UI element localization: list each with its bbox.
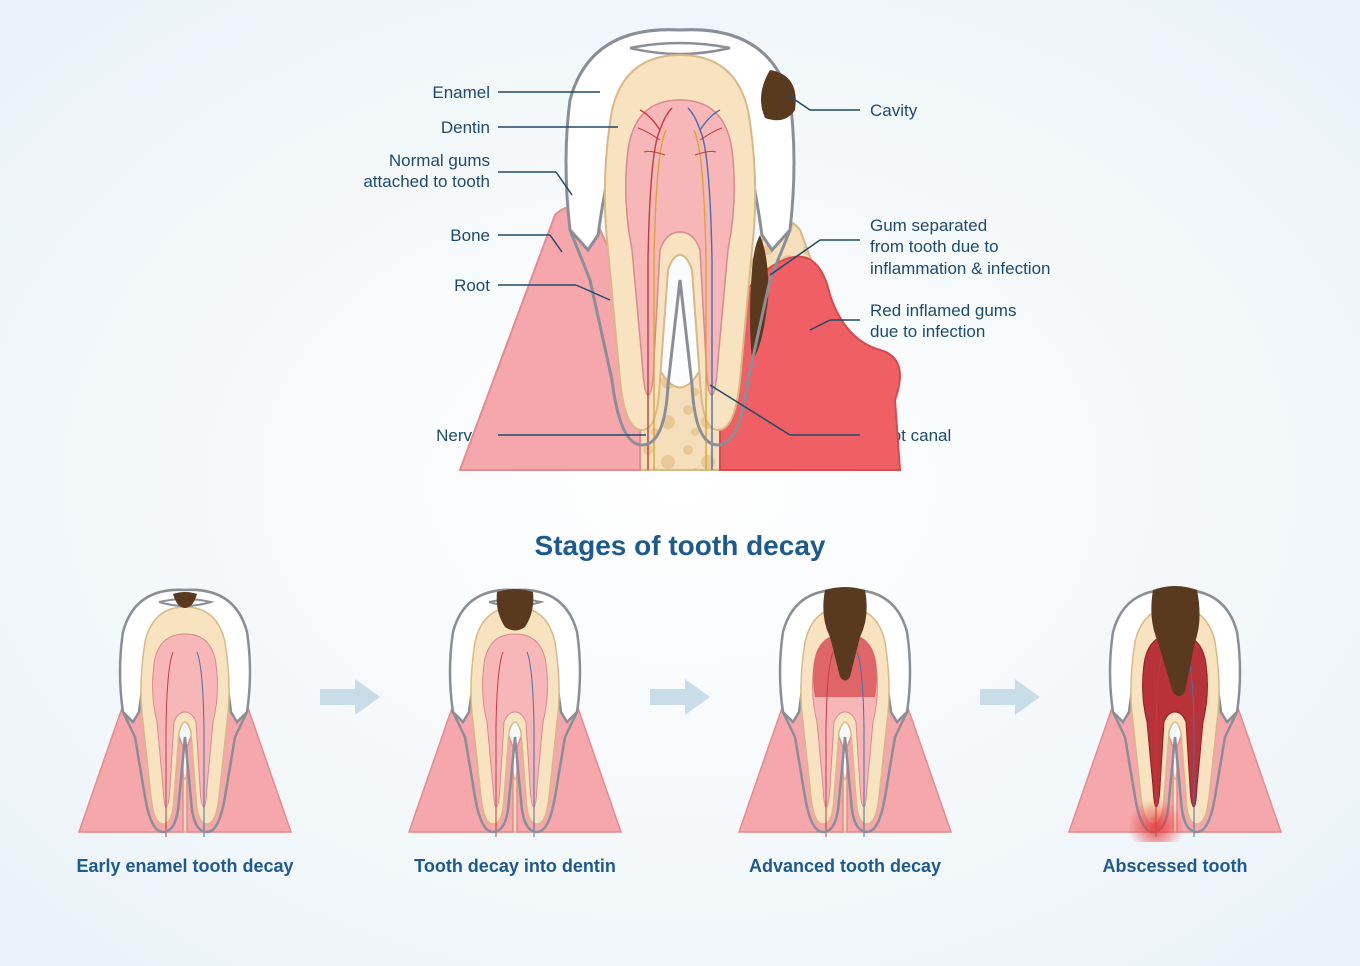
section-title: Stages of tooth decay [0, 530, 1360, 562]
cavity-spot [761, 70, 796, 120]
stage2-label: Tooth decay into dentin [414, 856, 616, 877]
stage2-svg [395, 572, 635, 842]
arrow-icon [650, 677, 710, 717]
stage3-label: Advanced tooth decay [749, 856, 941, 877]
stage-3: Advanced tooth decay [710, 572, 980, 877]
stages-row: Early enamel tooth decay Tooth decay int… [0, 572, 1360, 877]
stage4-svg [1055, 572, 1295, 842]
arrow-icon [980, 677, 1040, 717]
stage-1: Early enamel tooth decay [50, 572, 320, 877]
tooth-anatomy-diagram: Enamel Dentin Normal gums attached to to… [0, 0, 1360, 520]
stage-4: Abscessed tooth [1040, 572, 1310, 877]
arrow-icon [320, 677, 380, 717]
stage4-label: Abscessed tooth [1102, 856, 1247, 877]
arrow-2 [650, 572, 710, 822]
arrow-3 [980, 572, 1040, 822]
stage3-svg [725, 572, 965, 842]
arrow-1 [320, 572, 380, 822]
stage1-label: Early enamel tooth decay [76, 856, 293, 877]
main-tooth-svg [0, 0, 1360, 520]
stage-2: Tooth decay into dentin [380, 572, 650, 877]
stage1-svg [65, 572, 305, 842]
